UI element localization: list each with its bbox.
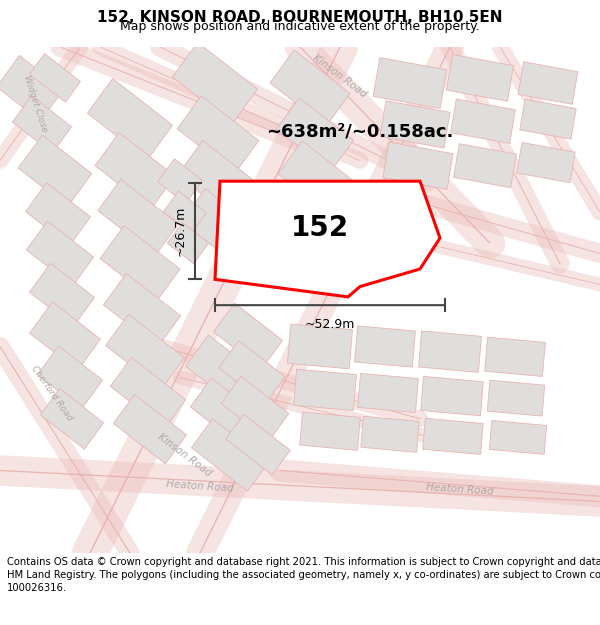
Polygon shape bbox=[191, 419, 268, 491]
Polygon shape bbox=[487, 380, 545, 416]
Polygon shape bbox=[98, 179, 178, 256]
Text: ~52.9m: ~52.9m bbox=[305, 318, 355, 331]
Polygon shape bbox=[164, 191, 206, 233]
Polygon shape bbox=[18, 135, 92, 207]
Polygon shape bbox=[293, 369, 356, 411]
Polygon shape bbox=[214, 303, 283, 369]
Text: ~26.7m: ~26.7m bbox=[174, 206, 187, 256]
Polygon shape bbox=[270, 50, 350, 126]
Polygon shape bbox=[278, 141, 358, 218]
Polygon shape bbox=[177, 96, 259, 174]
Polygon shape bbox=[277, 98, 353, 171]
Polygon shape bbox=[454, 144, 517, 188]
Polygon shape bbox=[38, 346, 103, 409]
Text: Heaton Road: Heaton Road bbox=[426, 482, 494, 496]
Text: 152: 152 bbox=[291, 214, 349, 242]
Polygon shape bbox=[88, 79, 173, 160]
Polygon shape bbox=[13, 96, 71, 153]
Polygon shape bbox=[451, 99, 515, 143]
Polygon shape bbox=[287, 324, 353, 369]
Polygon shape bbox=[40, 389, 104, 449]
Polygon shape bbox=[419, 331, 481, 372]
Polygon shape bbox=[26, 182, 91, 246]
Polygon shape bbox=[185, 335, 265, 410]
Polygon shape bbox=[106, 314, 184, 389]
Polygon shape bbox=[181, 189, 263, 267]
Text: Contains OS data © Crown copyright and database right 2021. This information is : Contains OS data © Crown copyright and d… bbox=[7, 557, 600, 593]
Polygon shape bbox=[520, 99, 576, 139]
Polygon shape bbox=[29, 263, 94, 326]
Polygon shape bbox=[355, 326, 415, 367]
Polygon shape bbox=[485, 338, 545, 376]
Polygon shape bbox=[446, 54, 514, 101]
Polygon shape bbox=[0, 56, 64, 121]
Polygon shape bbox=[373, 58, 447, 109]
Text: 152, KINSON ROAD, BOURNEMOUTH, BH10 5EN: 152, KINSON ROAD, BOURNEMOUTH, BH10 5EN bbox=[97, 10, 503, 25]
Polygon shape bbox=[29, 302, 100, 371]
Polygon shape bbox=[421, 376, 484, 416]
Text: Kinson Road: Kinson Road bbox=[311, 52, 369, 99]
Polygon shape bbox=[172, 42, 257, 124]
Polygon shape bbox=[361, 416, 419, 452]
Polygon shape bbox=[221, 376, 289, 441]
Text: ~638m²/~0.158ac.: ~638m²/~0.158ac. bbox=[266, 122, 454, 141]
Polygon shape bbox=[219, 341, 285, 404]
Polygon shape bbox=[26, 221, 94, 286]
Polygon shape bbox=[517, 142, 575, 182]
Text: Heaton Road: Heaton Road bbox=[166, 479, 234, 493]
Polygon shape bbox=[158, 159, 202, 204]
Polygon shape bbox=[358, 373, 418, 413]
Polygon shape bbox=[383, 142, 453, 189]
Polygon shape bbox=[300, 412, 360, 450]
Polygon shape bbox=[423, 418, 483, 454]
Polygon shape bbox=[110, 357, 185, 429]
Text: Widget Close: Widget Close bbox=[22, 74, 49, 133]
Polygon shape bbox=[113, 394, 187, 464]
Polygon shape bbox=[29, 54, 80, 102]
Polygon shape bbox=[215, 181, 440, 297]
Polygon shape bbox=[190, 378, 266, 449]
Text: Cherford Road: Cherford Road bbox=[29, 364, 74, 423]
Polygon shape bbox=[95, 132, 175, 209]
Polygon shape bbox=[167, 222, 209, 264]
Polygon shape bbox=[490, 421, 547, 454]
Polygon shape bbox=[518, 62, 578, 104]
Polygon shape bbox=[178, 141, 263, 222]
Polygon shape bbox=[380, 101, 450, 148]
Text: Kinson Road: Kinson Road bbox=[156, 432, 214, 478]
Text: Map shows position and indicative extent of the property.: Map shows position and indicative extent… bbox=[120, 20, 480, 32]
Polygon shape bbox=[100, 226, 180, 302]
Polygon shape bbox=[226, 414, 290, 475]
Polygon shape bbox=[103, 274, 181, 347]
